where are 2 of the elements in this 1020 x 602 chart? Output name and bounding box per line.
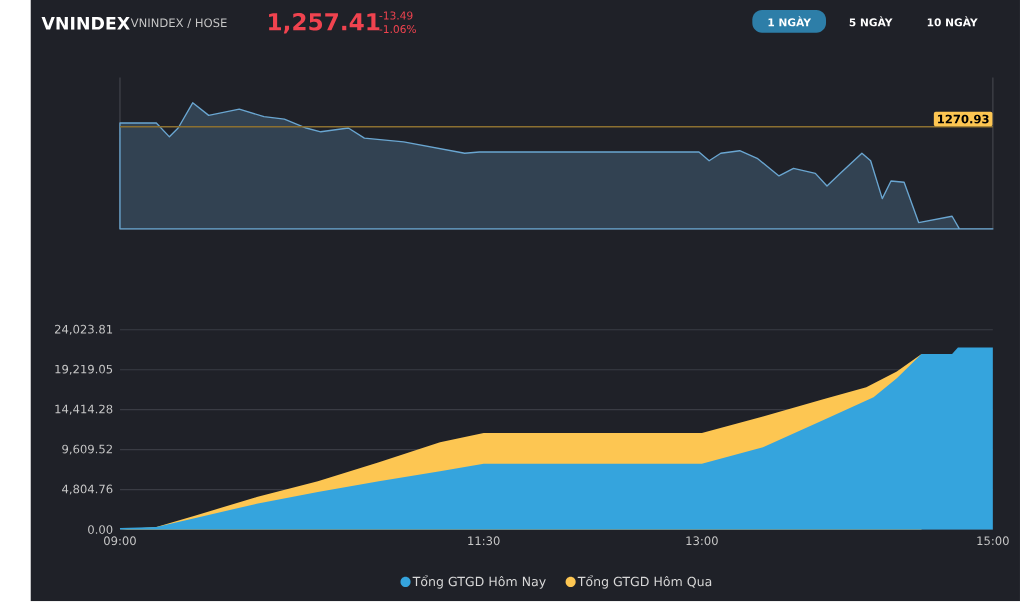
chart-title: VNINDEX	[41, 17, 130, 30]
text: 1,257.41	[269, 13, 380, 34]
